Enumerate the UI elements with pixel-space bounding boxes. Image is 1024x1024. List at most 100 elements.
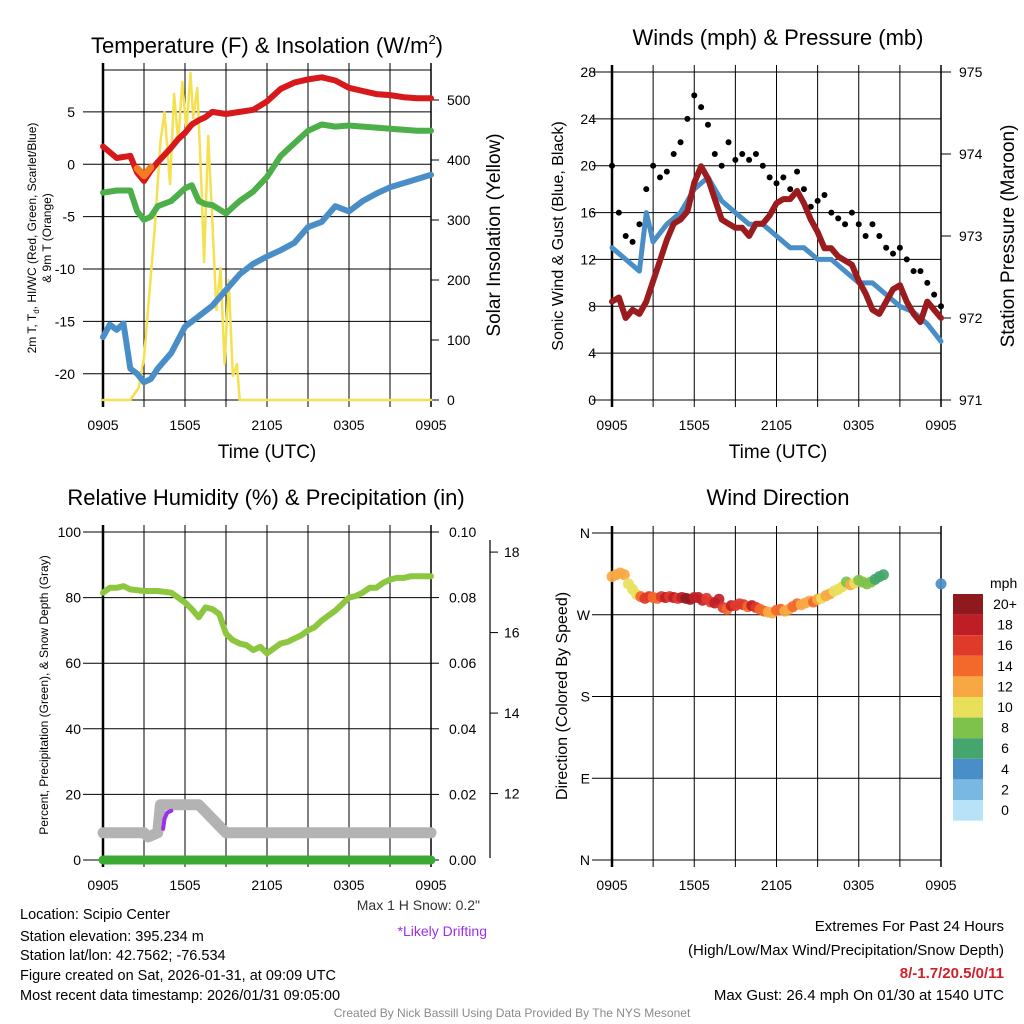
extremes-values: 8/-1.7/20.5/0/11	[899, 965, 1004, 982]
temp-series-wc	[100, 171, 434, 386]
wdir-legend-title: mph	[990, 575, 1017, 591]
winds-gust-point	[938, 303, 944, 310]
temp-x-tick-label: 0305	[333, 417, 364, 433]
winds-gust-point	[807, 203, 814, 210]
credit-text: Created By Nick Bassill Using Data Provi…	[333, 1006, 691, 1020]
wdir-y-axis-label: Direction (Colored By Speed)	[554, 592, 571, 800]
elevation-text: Station elevation: 395.234 m	[20, 929, 204, 945]
wdir-legend-swatch	[953, 655, 983, 677]
rh-likely-drifting-annotation: *Likely Drifting	[398, 923, 487, 939]
extremes-title: Extremes For Past 24 Hours	[814, 918, 1004, 935]
winds-gust-point	[656, 174, 663, 181]
wdir-legend-swatch	[953, 676, 983, 697]
winds-gust-point	[643, 186, 650, 193]
winds-gust-point	[670, 151, 677, 157]
wdir-legend-label: 8	[1001, 720, 1009, 736]
rh-snow-tick-label: 16	[504, 625, 520, 641]
winds-gust-point	[842, 221, 849, 228]
winds-gust-point	[835, 215, 842, 222]
temp-right-tick-label: 200	[447, 272, 471, 288]
rh-max-snow-annotation: Max 1 H Snow: 0.2"	[357, 897, 480, 913]
winds-gust-point	[622, 233, 629, 239]
wdir-x-tick-label: 0905	[925, 877, 956, 893]
winds-gust-point	[848, 209, 855, 216]
wdir-legend-label: 18	[997, 617, 1013, 633]
winds-y-tick-label: 0	[588, 392, 596, 408]
wdir-legend-label: 20+	[993, 596, 1017, 612]
winds-gust-point	[773, 180, 780, 187]
winds-gust-point	[691, 92, 698, 99]
winds-series-station-pressure	[609, 163, 944, 326]
extremes-subtitle: (High/Low/Max Wind/Precipitation/Snow De…	[688, 942, 1004, 959]
temp-y-tick-label: -15	[55, 313, 75, 329]
rh-y-tick-label: 0	[73, 852, 81, 868]
temp-y-tick-label: 5	[67, 104, 75, 120]
wdir-point	[935, 578, 947, 590]
winds-x-tick-label: 0905	[596, 417, 627, 433]
temp-x-tick-label: 0905	[415, 417, 446, 433]
wdir-legend-swatch	[953, 800, 983, 821]
wdir-legend-swatch	[953, 635, 983, 656]
wdir-legend-label: 10	[997, 699, 1013, 715]
winds-gust-point	[780, 174, 787, 181]
temp-right-tick-label: 0	[447, 392, 455, 408]
temp-y-axis-label: 2m T, Td, HI/WC (Red, Green, Scarlet/Blu…	[25, 123, 41, 354]
winds-gust-point	[814, 197, 821, 204]
temp-x-tick-label: 2105	[251, 417, 282, 433]
winds-chart-title: Winds (mph) & Pressure (mb)	[633, 25, 924, 50]
winds-x-tick-label: 0905	[925, 417, 956, 433]
wdir-legend-swatch	[953, 758, 983, 780]
winds-right-axis-label: Station Pressure (Maroon)	[998, 125, 1019, 348]
wdir-legend-label: 2	[1001, 781, 1009, 797]
location-text: Location: Scipio Center	[20, 907, 170, 923]
winds-y-tick-label: 28	[580, 64, 596, 80]
wdir-y-tick-label: E	[581, 770, 590, 786]
temp-x-axis-label: Time (UTC)	[218, 442, 317, 463]
rh-right-tick-label: 0.00	[449, 852, 476, 868]
winds-series-sonic-wind	[609, 174, 944, 344]
temp-y-tick-label: -5	[63, 209, 76, 225]
temp-y-tick-label: -10	[55, 261, 75, 277]
winds-x-axis-label: Time (UTC)	[729, 442, 828, 463]
winds-gust-point	[766, 174, 773, 181]
wdir-y-tick-label: N	[580, 852, 590, 868]
winds-gust-point	[615, 209, 622, 216]
winds-right-tick-label: 975	[959, 64, 983, 80]
rh-x-tick-label: 1505	[169, 877, 200, 893]
wdir-point	[713, 593, 725, 605]
rh-x-tick-label: 0305	[333, 877, 364, 893]
winds-gust-point	[876, 233, 883, 239]
wdir-legend-label: 12	[997, 678, 1013, 694]
winds-x-tick-label: 2105	[761, 417, 792, 433]
rh-x-tick-label: 0905	[415, 877, 446, 893]
temp-y-tick-label: -20	[55, 366, 75, 382]
rh-snow-tick-label: 18	[504, 544, 520, 560]
rh-y-tick-label: 80	[65, 590, 81, 606]
winds-gust-point	[663, 168, 670, 175]
winds-gust-point	[684, 115, 691, 122]
rh-y-tick-label: 40	[65, 721, 81, 737]
temp-x-tick-label: 1505	[169, 417, 200, 433]
winds-gust-point	[787, 186, 794, 193]
wdir-point	[618, 569, 630, 581]
winds-gust-point	[855, 221, 862, 228]
wdir-x-tick-label: 1505	[679, 877, 710, 893]
winds-gust-point	[718, 162, 725, 169]
winds-right-tick-label: 973	[959, 228, 983, 244]
rh-right-tick-label: 0.08	[449, 590, 476, 606]
winds-gust-point	[650, 162, 657, 169]
rh-right-tick-label: 0.02	[449, 786, 476, 802]
rh-right-tick-label: 0.04	[449, 721, 476, 737]
rh-series-likely-drifting	[161, 808, 174, 831]
wdir-legend-swatch	[953, 717, 983, 739]
winds-right-tick-label: 974	[959, 146, 983, 162]
winds-gust-point	[917, 268, 924, 275]
max-gust-text: Max Gust: 26.4 mph On 01/30 at 1540 UTC	[713, 987, 1004, 1004]
rh-y-axis-label: Percent, Precipitation (Green), & Snow D…	[37, 555, 51, 834]
winds-gust-point	[636, 221, 643, 228]
wdir-legend-label: 4	[1001, 761, 1009, 777]
wdir-legend-swatch	[953, 779, 983, 800]
winds-gust-point	[609, 162, 615, 169]
rh-snow-tick-label: 12	[504, 786, 520, 802]
